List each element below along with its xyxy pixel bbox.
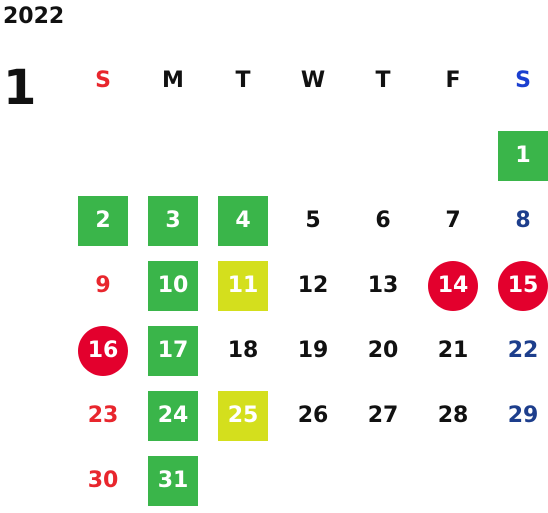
calendar-cell: 24 — [138, 383, 208, 448]
calendar-cell: 2 — [68, 188, 138, 253]
weekday-header: S — [515, 68, 531, 93]
calendar-day[interactable]: 23 — [87, 403, 119, 428]
calendar-cell: 17 — [138, 318, 208, 383]
calendar-cell: 8 — [488, 188, 548, 253]
calendar-grid: S M T W T F S 1 2 3 4 5 6 7 8 9 10 11 12 13 14 15 16 17 18 19 20 21… — [68, 58, 548, 513]
calendar-cell: 23 — [68, 383, 138, 448]
year-label: 2022 — [3, 4, 65, 29]
calendar-day[interactable]: 27 — [367, 403, 399, 428]
calendar-day[interactable]: 1 — [498, 130, 548, 181]
calendar-cell — [278, 123, 348, 188]
calendar-day[interactable]: 6 — [375, 208, 391, 233]
calendar-cell — [348, 448, 418, 513]
calendar-day[interactable]: 16 — [78, 325, 128, 376]
weekday-header: W — [300, 68, 326, 93]
calendar-day[interactable]: 13 — [367, 273, 399, 298]
calendar-cell — [418, 123, 488, 188]
calendar-cell: 21 — [418, 318, 488, 383]
calendar-day[interactable]: 12 — [297, 273, 329, 298]
calendar-cell: 5 — [278, 188, 348, 253]
calendar-cell — [418, 448, 488, 513]
calendar-day[interactable]: 2 — [78, 195, 128, 246]
calendar-day[interactable]: 5 — [305, 208, 321, 233]
calendar-cell: 4 — [208, 188, 278, 253]
calendar-day[interactable]: 26 — [297, 403, 329, 428]
calendar-cell: 12 — [278, 253, 348, 318]
calendar-day[interactable]: 17 — [148, 325, 198, 376]
calendar-cell: 27 — [348, 383, 418, 448]
calendar-cell: 25 — [208, 383, 278, 448]
calendar-day[interactable]: 31 — [148, 455, 198, 506]
calendar-cell: 3 — [138, 188, 208, 253]
calendar-cell — [68, 123, 138, 188]
calendar-cell — [208, 448, 278, 513]
calendar-cell: 30 — [68, 448, 138, 513]
calendar-cell: 26 — [278, 383, 348, 448]
calendar-cell: 16 — [68, 318, 138, 383]
calendar-day[interactable]: 8 — [515, 208, 531, 233]
calendar-cell: 10 — [138, 253, 208, 318]
calendar-cell: 31 — [138, 448, 208, 513]
calendar-day[interactable]: 15 — [498, 260, 548, 311]
calendar-day[interactable]: 10 — [148, 260, 198, 311]
calendar-day[interactable]: 25 — [218, 390, 268, 441]
weekday-header: M — [162, 68, 184, 93]
calendar-cell: 14 — [418, 253, 488, 318]
calendar-cell — [208, 123, 278, 188]
weekday-header: T — [375, 68, 391, 93]
month-number: 1 — [3, 60, 37, 116]
calendar-day[interactable]: 22 — [507, 338, 539, 363]
calendar-cell: 19 — [278, 318, 348, 383]
weekday-header: S — [95, 68, 111, 93]
weekday-header: T — [235, 68, 251, 93]
calendar-day[interactable]: 3 — [148, 195, 198, 246]
calendar-day[interactable]: 29 — [507, 403, 539, 428]
calendar-day[interactable]: 14 — [428, 260, 478, 311]
calendar-day[interactable]: 11 — [218, 260, 268, 311]
calendar-cell: 15 — [488, 253, 548, 318]
calendar-day[interactable]: 18 — [227, 338, 259, 363]
calendar-cell: 29 — [488, 383, 548, 448]
calendar-cell — [138, 123, 208, 188]
calendar-cell: 1 — [488, 123, 548, 188]
calendar-day[interactable]: 9 — [95, 273, 111, 298]
calendar-day[interactable]: 21 — [437, 338, 469, 363]
calendar-cell: 20 — [348, 318, 418, 383]
calendar-cell: 28 — [418, 383, 488, 448]
calendar-cell: 13 — [348, 253, 418, 318]
calendar-day[interactable]: 19 — [297, 338, 329, 363]
calendar-cell — [348, 123, 418, 188]
calendar-cell: 11 — [208, 253, 278, 318]
calendar-cell: 6 — [348, 188, 418, 253]
calendar-cell — [278, 448, 348, 513]
calendar-day[interactable]: 24 — [148, 390, 198, 441]
calendar-cell — [488, 448, 548, 513]
calendar-day[interactable]: 20 — [367, 338, 399, 363]
calendar-day[interactable]: 7 — [445, 208, 461, 233]
calendar-cell: 22 — [488, 318, 548, 383]
calendar-day[interactable]: 30 — [87, 468, 119, 493]
calendar-cell: 7 — [418, 188, 488, 253]
calendar-day[interactable]: 4 — [218, 195, 268, 246]
calendar-day[interactable]: 28 — [437, 403, 469, 428]
weekday-header: F — [445, 68, 461, 93]
calendar-cell: 18 — [208, 318, 278, 383]
calendar-cell: 9 — [68, 253, 138, 318]
